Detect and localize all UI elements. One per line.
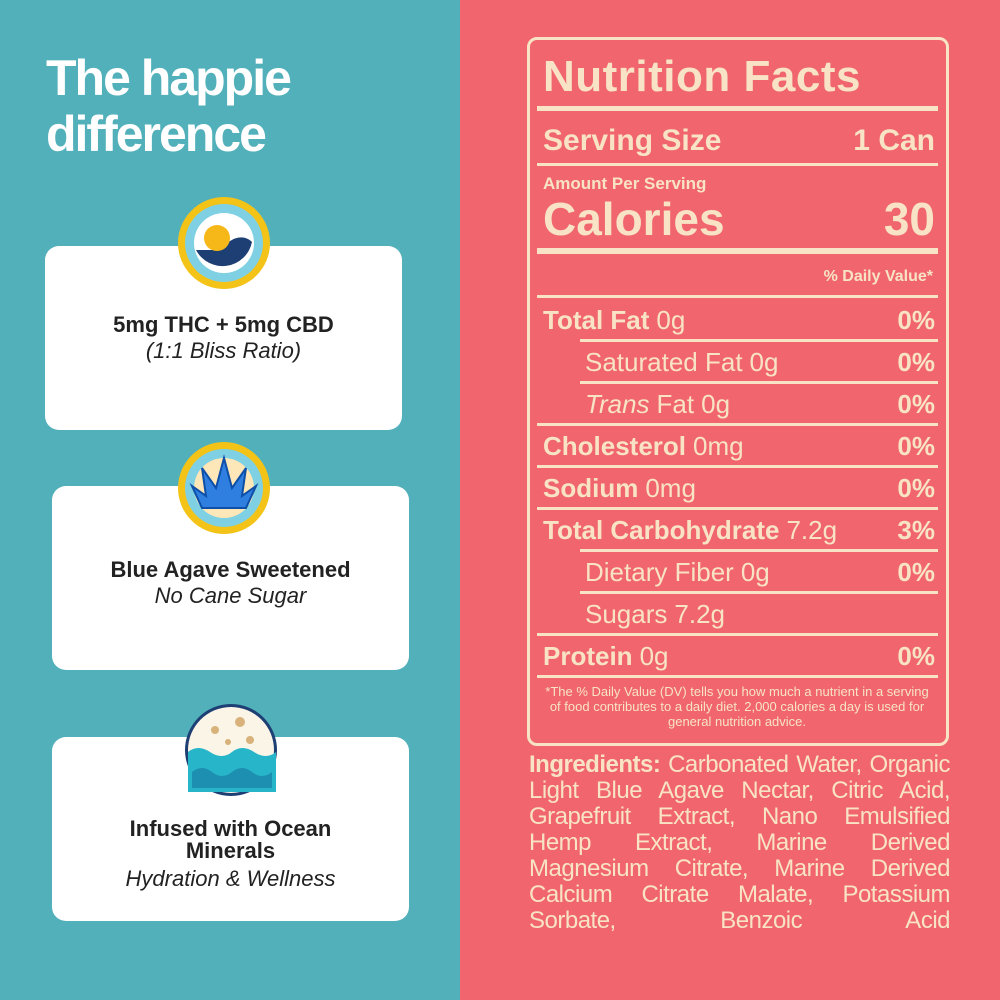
nutrient-name: Protein (543, 640, 633, 671)
ocean-icon (185, 704, 277, 796)
nutrient-row: Protein 0g 0% (543, 635, 935, 677)
nutrient-amount: 0g (639, 640, 669, 671)
rule (580, 339, 938, 342)
feature-subtitle: (1:1 Bliss Ratio) (145, 338, 302, 363)
rule (580, 381, 938, 384)
nutrient-row: Trans Fat 0g 0% (585, 383, 935, 425)
icons (178, 197, 277, 796)
calories-value: 30 (883, 193, 935, 245)
nutrient-row: Sodium 0mg 0% (543, 467, 935, 509)
rule (537, 106, 938, 111)
feature-subtitle: No Cane Sugar (154, 583, 307, 608)
amount-per-serving: Amount Per Serving (543, 174, 707, 193)
nutrient-name: Cholesterol (543, 430, 687, 461)
nutrient-dv: 0% (897, 388, 935, 419)
nutrient-row: Total Carbohydrate 7.2g 3% (543, 509, 935, 551)
nutrition-box (527, 37, 949, 746)
serving-label: Serving Size (543, 124, 722, 157)
daily-value-header: % Daily Value* (823, 268, 933, 285)
rule (580, 549, 938, 552)
nutrient-name: Total Fat (543, 304, 650, 335)
nutrient-name: Saturated Fat (585, 346, 743, 377)
ingredients-text: Carbonated Water, Organic Light Blue Aga… (529, 751, 951, 934)
ingredients-label: Ingredients: (529, 751, 661, 778)
nutrient-amount: 0g (656, 304, 686, 335)
nutrient-row: Cholesterol 0mg 0% (543, 425, 935, 467)
nutrient-dv: 0% (897, 640, 935, 671)
nutrient-amount: 0mg (693, 430, 744, 461)
nutrient-name: Sugars (585, 598, 668, 629)
rule (537, 507, 938, 510)
nutrient-amount: 7.2g (786, 514, 838, 545)
feature-subtitle: Hydration & Wellness (125, 866, 336, 891)
nutrient-name: Fat (656, 388, 695, 419)
rule (537, 295, 938, 298)
rule (580, 591, 938, 594)
feature-title: 5mg THC + 5mg CBD (113, 312, 334, 337)
nutrient-dv: 0% (897, 472, 935, 503)
rule (537, 248, 938, 254)
nutrient-dv: 0% (897, 556, 935, 587)
nutrient-dv: 0% (897, 304, 935, 335)
rule (537, 633, 938, 636)
nutrient-amount: 0g (749, 346, 779, 377)
nutrient-amount: 7.2g (674, 598, 725, 629)
feature-title: Blue Agave Sweetened (110, 557, 351, 582)
calories-label: Calories (543, 193, 725, 245)
rule (537, 423, 938, 426)
nutrient-row: Saturated Fat 0g 0% (585, 341, 935, 383)
nutrient-amount: 0g (701, 388, 731, 419)
calories-row: Calories 30 (543, 193, 935, 245)
rule (537, 163, 938, 166)
ingredients: Ingredients: Carbonated Water, Organic L… (529, 751, 951, 934)
agave-icon (178, 442, 270, 534)
nutrient-amount: 0g (740, 556, 770, 587)
nutrient-name: Sodium (543, 472, 639, 503)
nutrient-row: Total Fat 0g 0% (543, 299, 935, 341)
footnote: *The % Daily Value (DV) tells you how mu… (545, 684, 929, 729)
nutrient-row: Dietary Fiber 0g 0% (585, 551, 935, 593)
right-panel (460, 0, 1000, 1000)
feature-title: Infused with Ocean Minerals (129, 816, 332, 863)
nutrient-row: Sugars 7.2g (585, 593, 935, 635)
nutrient-name-italic: Trans (585, 388, 650, 419)
nutrient-dv: 0% (897, 430, 935, 461)
serving-row: Serving Size 1 Can (543, 120, 935, 162)
nutrient-dv: 3% (897, 514, 935, 545)
headline: The happie difference (46, 50, 292, 162)
nutrient-amount: 0mg (645, 472, 696, 503)
nutrient-name: Total Carbohydrate (543, 514, 780, 545)
nutrient-name: Dietary Fiber (585, 556, 734, 587)
rule (537, 465, 938, 468)
sun-icon (178, 197, 270, 289)
nutrition-title: Nutrition Facts (543, 52, 861, 101)
rule (537, 675, 938, 678)
feature-card: Blue Agave Sweetened No Cane Sugar (52, 486, 409, 670)
serving-value: 1 Can (853, 124, 935, 157)
nutrient-dv: 0% (897, 346, 935, 377)
